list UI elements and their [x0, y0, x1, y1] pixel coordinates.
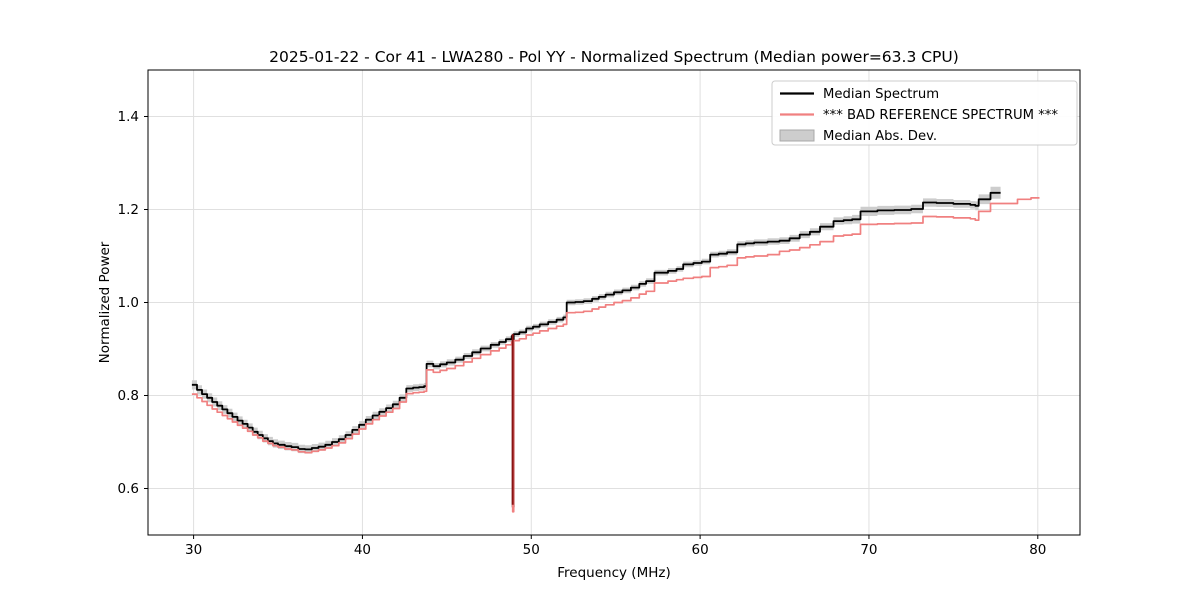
x-tick-label: 30	[185, 542, 202, 558]
reference-spectrum-line	[191, 197, 1040, 513]
legend-entry-mad: Median Abs. Dev.	[823, 129, 937, 144]
legend-entry-reference: *** BAD REFERENCE SPECTRUM ***	[823, 108, 1058, 123]
y-axis: 0.6 0.8 1.0 1.2 1.4	[118, 109, 148, 497]
chart-title: 2025-01-22 - Cor 41 - LWA280 - Pol YY - …	[269, 48, 959, 66]
series-layer	[191, 186, 1040, 513]
y-tick-label: 1.2	[118, 202, 139, 218]
x-tick-label: 50	[523, 542, 540, 558]
legend-box	[771, 80, 1078, 146]
x-axis: 30 40 50 60 70 80	[185, 535, 1046, 558]
y-axis-label: Normalized Power	[97, 241, 113, 363]
legend: Median Spectrum *** BAD REFERENCE SPECTR…	[771, 80, 1078, 146]
legend-entry-median: Median Spectrum	[823, 87, 939, 102]
x-tick-label: 60	[692, 542, 709, 558]
legend-mad-patch-sample	[779, 129, 815, 142]
y-tick-label: 0.6	[118, 481, 139, 497]
x-tick-label: 80	[1029, 542, 1046, 558]
x-tick-label: 40	[354, 542, 371, 558]
mad-band	[191, 186, 1001, 454]
y-tick-label: 0.8	[118, 388, 139, 404]
x-tick-label: 70	[860, 542, 877, 558]
y-tick-label: 1.4	[118, 109, 139, 125]
y-tick-label: 1.0	[118, 295, 139, 311]
median-spectrum-line	[191, 191, 1001, 508]
x-axis-label: Frequency (MHz)	[557, 565, 670, 581]
